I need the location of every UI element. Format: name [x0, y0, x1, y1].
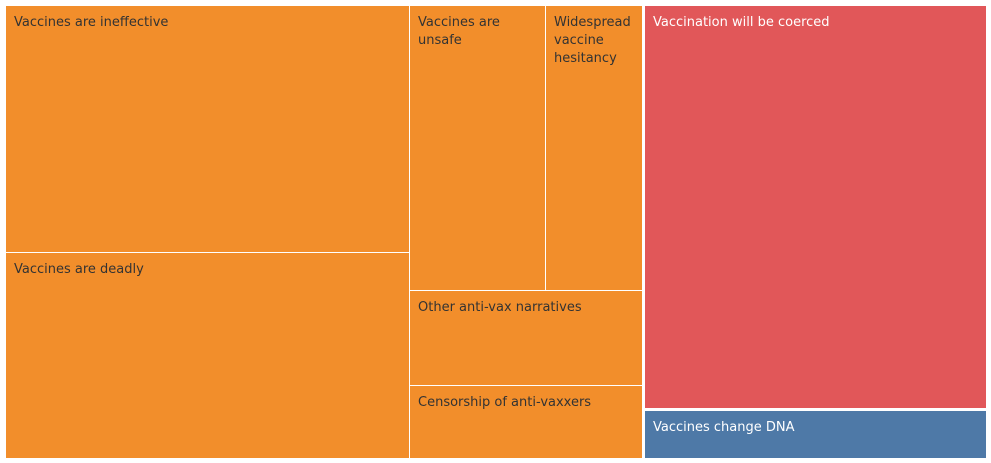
tile-label: Vaccines are deadly: [14, 262, 144, 277]
treemap-tile-vaccines-change-dna[interactable]: Vaccines change DNA: [645, 411, 986, 458]
treemap-tile-other-anti-vax-narratives[interactable]: Other anti-vax narratives: [410, 291, 642, 385]
tile-label: Vaccination will be coerced: [653, 15, 830, 30]
treemap-tile-vaccines-are-ineffective[interactable]: Vaccines are ineffective: [6, 6, 409, 252]
tile-label: Other anti-vax narratives: [418, 300, 582, 315]
treemap-tile-vaccination-will-be-coerced[interactable]: Vaccination will be coerced: [645, 6, 986, 408]
treemap-tile-widespread-vaccine-hesitancy[interactable]: Widespread vaccine hesitancy: [546, 6, 642, 290]
treemap-tile-censorship-of-anti-vaxxers[interactable]: Censorship of anti-vaxxers: [410, 386, 642, 458]
tile-label: Vaccines are unsafe: [418, 15, 500, 48]
treemap-tile-vaccines-are-unsafe[interactable]: Vaccines are unsafe: [410, 6, 545, 290]
tile-label: Vaccines change DNA: [653, 420, 795, 435]
tile-label: Vaccines are ineffective: [14, 15, 169, 30]
treemap-tile-vaccines-are-deadly[interactable]: Vaccines are deadly: [6, 253, 409, 458]
tile-label: Censorship of anti-vaxxers: [418, 395, 592, 410]
tile-label: Widespread vaccine hesitancy: [554, 15, 631, 66]
